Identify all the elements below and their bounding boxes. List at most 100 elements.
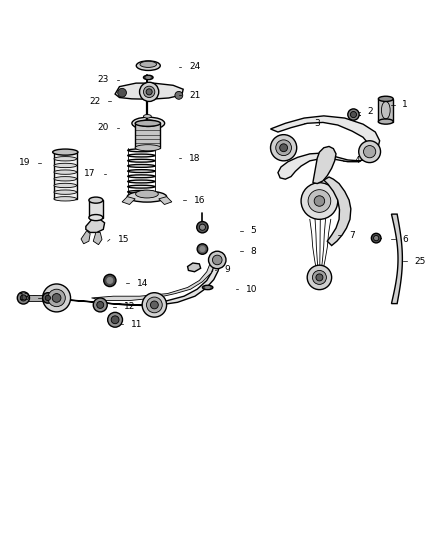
Ellipse shape — [54, 183, 77, 188]
Circle shape — [280, 144, 288, 152]
Ellipse shape — [128, 190, 155, 193]
Bar — [89, 200, 103, 217]
Ellipse shape — [89, 215, 103, 221]
Text: 7: 7 — [349, 231, 355, 239]
Ellipse shape — [139, 120, 157, 127]
Circle shape — [200, 246, 205, 252]
Text: 18: 18 — [189, 154, 201, 163]
Ellipse shape — [54, 176, 77, 181]
Ellipse shape — [128, 185, 155, 188]
Ellipse shape — [128, 180, 155, 183]
Circle shape — [146, 89, 152, 95]
Ellipse shape — [128, 169, 155, 173]
Ellipse shape — [128, 159, 155, 162]
Circle shape — [348, 109, 359, 120]
Circle shape — [104, 274, 116, 287]
Circle shape — [199, 224, 205, 230]
Ellipse shape — [135, 144, 160, 151]
Bar — [54, 152, 77, 199]
Ellipse shape — [378, 119, 393, 124]
Circle shape — [107, 277, 113, 284]
Ellipse shape — [146, 76, 150, 78]
Ellipse shape — [89, 197, 103, 203]
Circle shape — [93, 298, 107, 312]
Polygon shape — [92, 253, 218, 301]
Circle shape — [48, 289, 65, 306]
Text: 16: 16 — [194, 196, 205, 205]
Polygon shape — [122, 197, 135, 205]
Polygon shape — [81, 231, 90, 244]
Polygon shape — [187, 263, 201, 272]
Ellipse shape — [136, 61, 160, 70]
Bar — [135, 123, 160, 148]
Ellipse shape — [128, 154, 155, 157]
Text: 25: 25 — [415, 257, 426, 266]
Circle shape — [111, 316, 119, 324]
Ellipse shape — [127, 191, 166, 202]
Polygon shape — [271, 116, 380, 179]
Text: 3: 3 — [314, 119, 320, 128]
Ellipse shape — [144, 115, 151, 118]
Polygon shape — [93, 232, 102, 245]
Circle shape — [108, 312, 123, 327]
Ellipse shape — [54, 190, 77, 195]
Ellipse shape — [53, 149, 78, 155]
Ellipse shape — [54, 163, 77, 168]
Circle shape — [142, 293, 166, 317]
Text: 13: 13 — [19, 294, 30, 302]
Circle shape — [212, 255, 222, 265]
Ellipse shape — [132, 117, 165, 130]
Text: 2: 2 — [367, 107, 373, 116]
Text: 12: 12 — [124, 302, 135, 311]
Polygon shape — [159, 197, 172, 205]
Ellipse shape — [136, 190, 158, 198]
Circle shape — [350, 111, 357, 118]
Circle shape — [197, 244, 208, 254]
Circle shape — [42, 284, 71, 312]
Circle shape — [97, 302, 104, 309]
Text: 5: 5 — [251, 226, 256, 235]
Circle shape — [45, 295, 50, 301]
Text: 24: 24 — [189, 62, 201, 71]
Ellipse shape — [144, 75, 153, 79]
Text: 23: 23 — [98, 75, 109, 84]
Text: 1: 1 — [403, 100, 408, 109]
Circle shape — [52, 294, 61, 302]
Text: 4: 4 — [354, 156, 360, 165]
Polygon shape — [115, 83, 183, 99]
Bar — [378, 99, 393, 122]
Polygon shape — [324, 177, 351, 246]
Ellipse shape — [205, 286, 210, 288]
Text: 10: 10 — [246, 285, 258, 294]
Circle shape — [150, 301, 158, 309]
Polygon shape — [392, 214, 403, 304]
Polygon shape — [313, 147, 336, 183]
Text: 15: 15 — [118, 235, 129, 244]
Ellipse shape — [378, 96, 393, 101]
Ellipse shape — [202, 285, 213, 289]
Circle shape — [140, 82, 159, 101]
Polygon shape — [86, 219, 105, 232]
Text: 22: 22 — [89, 97, 100, 106]
Circle shape — [144, 86, 155, 98]
Circle shape — [271, 135, 297, 161]
Circle shape — [364, 146, 376, 158]
Polygon shape — [33, 254, 220, 306]
Text: 8: 8 — [251, 247, 256, 256]
Circle shape — [17, 292, 29, 304]
Circle shape — [197, 222, 208, 233]
Circle shape — [208, 251, 226, 269]
Circle shape — [308, 190, 331, 212]
Text: 14: 14 — [137, 279, 148, 288]
Circle shape — [316, 274, 323, 281]
Circle shape — [301, 183, 338, 220]
Circle shape — [20, 295, 26, 301]
Bar — [21, 295, 50, 301]
Circle shape — [307, 265, 332, 289]
Ellipse shape — [54, 197, 77, 201]
Circle shape — [147, 297, 162, 313]
Ellipse shape — [140, 61, 156, 67]
Circle shape — [371, 233, 381, 243]
Text: 19: 19 — [19, 158, 30, 167]
Ellipse shape — [128, 175, 155, 177]
